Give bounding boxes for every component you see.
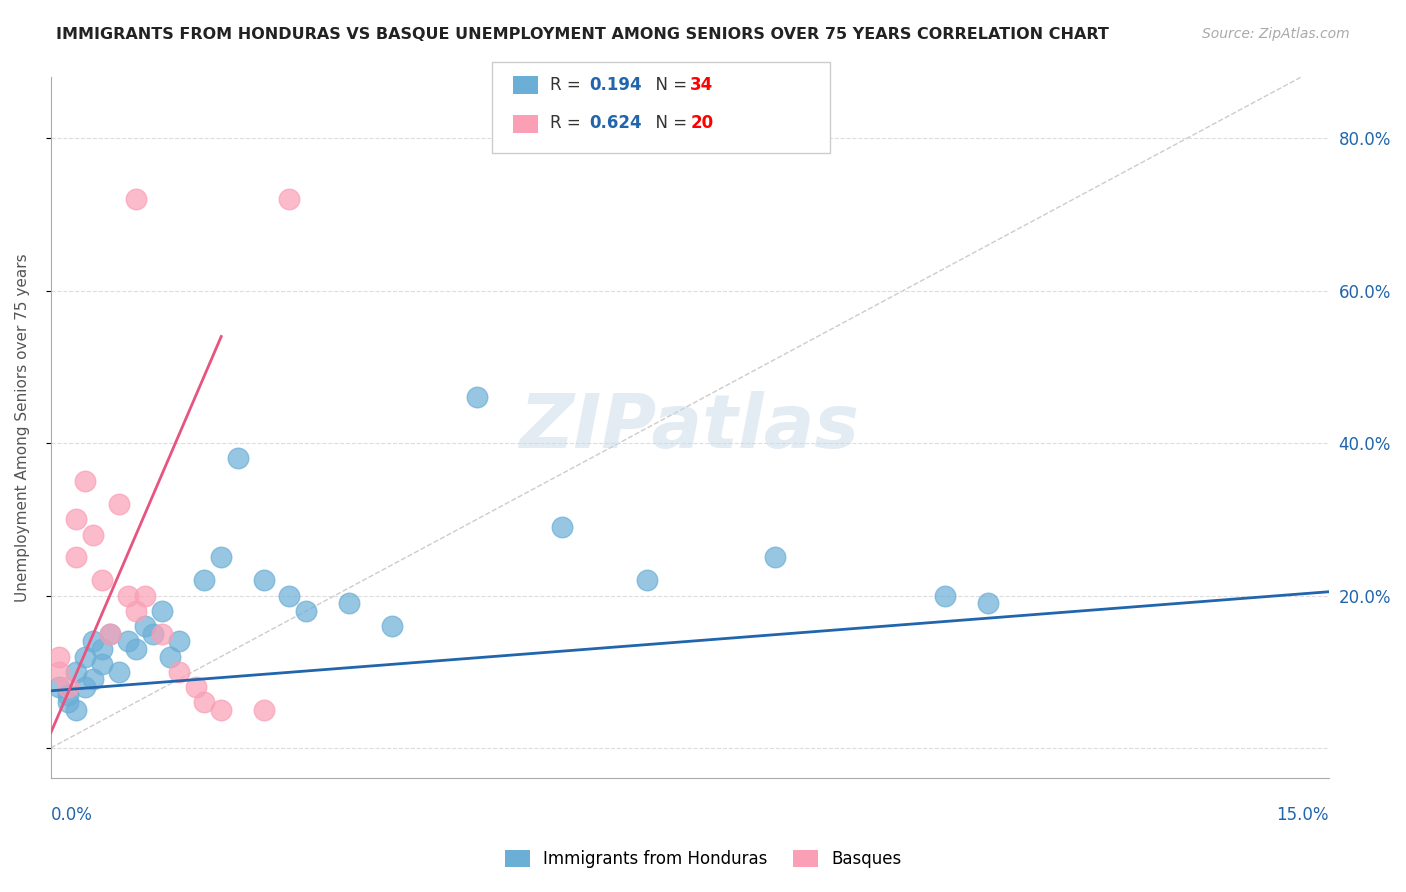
Point <box>117 634 139 648</box>
Point <box>108 497 131 511</box>
Text: N =: N = <box>645 76 693 94</box>
Point <box>142 626 165 640</box>
Text: N =: N = <box>645 114 693 132</box>
Point <box>763 550 786 565</box>
Point <box>381 619 404 633</box>
Point <box>48 649 70 664</box>
Point <box>134 619 156 633</box>
Text: ZIPatlas: ZIPatlas <box>520 392 860 465</box>
Point <box>125 604 148 618</box>
Point <box>56 695 79 709</box>
Text: R =: R = <box>550 76 586 94</box>
Text: IMMIGRANTS FROM HONDURAS VS BASQUE UNEMPLOYMENT AMONG SENIORS OVER 75 YEARS CORR: IMMIGRANTS FROM HONDURAS VS BASQUE UNEMP… <box>56 27 1109 42</box>
Point <box>167 665 190 679</box>
Point <box>134 589 156 603</box>
Text: 0.194: 0.194 <box>589 76 641 94</box>
Text: 0.0%: 0.0% <box>51 806 93 824</box>
Point <box>100 626 122 640</box>
Point <box>91 657 114 672</box>
Point <box>65 703 87 717</box>
Point <box>82 634 104 648</box>
Point <box>184 680 207 694</box>
Text: R =: R = <box>550 114 586 132</box>
Point <box>82 527 104 541</box>
Point <box>977 596 1000 610</box>
Point <box>65 550 87 565</box>
Y-axis label: Unemployment Among Seniors over 75 years: Unemployment Among Seniors over 75 years <box>15 253 30 602</box>
Point <box>226 451 249 466</box>
Point <box>73 680 96 694</box>
Point <box>278 192 301 206</box>
Point <box>551 520 574 534</box>
Point <box>73 475 96 489</box>
Point <box>56 688 79 702</box>
Text: 34: 34 <box>690 76 714 94</box>
Point <box>636 574 658 588</box>
Text: 20: 20 <box>690 114 713 132</box>
Point <box>934 589 956 603</box>
Text: Source: ZipAtlas.com: Source: ZipAtlas.com <box>1202 27 1350 41</box>
Point <box>56 680 79 694</box>
Point <box>167 634 190 648</box>
Point <box>117 589 139 603</box>
Legend: Immigrants from Honduras, Basques: Immigrants from Honduras, Basques <box>498 843 908 875</box>
Point <box>193 574 215 588</box>
Point <box>125 641 148 656</box>
Text: 15.0%: 15.0% <box>1277 806 1329 824</box>
Point <box>82 673 104 687</box>
Text: 0.624: 0.624 <box>589 114 641 132</box>
Point <box>278 589 301 603</box>
Point <box>48 665 70 679</box>
Point <box>295 604 318 618</box>
Point <box>253 703 276 717</box>
Point <box>193 695 215 709</box>
Point <box>150 626 173 640</box>
Point <box>253 574 276 588</box>
Point <box>337 596 360 610</box>
Point <box>209 703 232 717</box>
Point <box>150 604 173 618</box>
Point <box>125 192 148 206</box>
Point <box>65 512 87 526</box>
Point <box>100 626 122 640</box>
Point <box>73 649 96 664</box>
Point <box>159 649 181 664</box>
Point <box>91 641 114 656</box>
Point <box>48 680 70 694</box>
Point <box>65 665 87 679</box>
Point <box>209 550 232 565</box>
Point <box>465 391 488 405</box>
Point <box>91 574 114 588</box>
Point <box>108 665 131 679</box>
